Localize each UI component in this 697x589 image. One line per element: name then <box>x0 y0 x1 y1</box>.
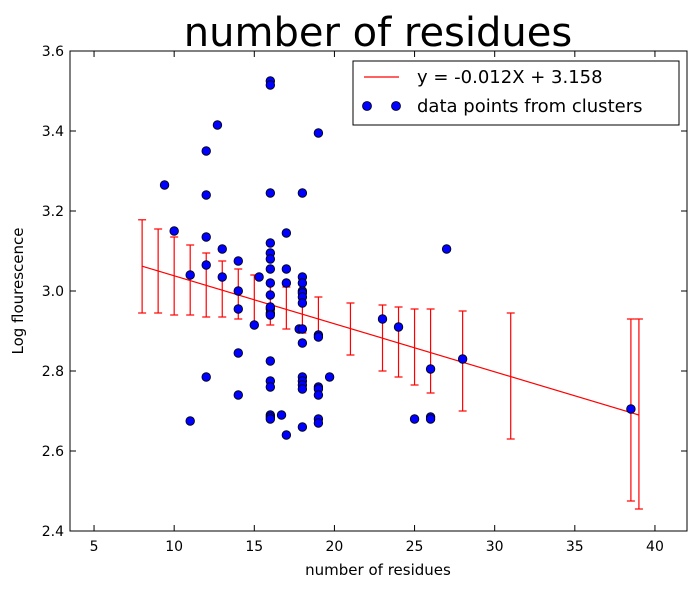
data-point-56 <box>297 384 308 394</box>
legend-label-points: data points from clusters <box>417 96 642 117</box>
y-tick-label-4: 3.2 <box>42 204 64 220</box>
x-tick-label-1: 10 <box>165 539 183 555</box>
data-point-41 <box>281 278 292 288</box>
data-point-52 <box>297 338 308 348</box>
data-point-39 <box>281 228 292 238</box>
data-point-18 <box>254 272 264 282</box>
data-point-14 <box>233 304 243 314</box>
y-tick-label-5: 3.4 <box>42 124 64 140</box>
data-point-21 <box>265 188 276 198</box>
data-point-75 <box>626 404 636 414</box>
x-tick-label-5: 30 <box>486 539 504 555</box>
data-point-2 <box>185 270 195 280</box>
legend-marker-2 <box>391 101 401 111</box>
data-point-3 <box>185 416 195 426</box>
error-bar-14 <box>394 306 403 378</box>
data-point-9 <box>212 120 223 130</box>
data-point-44 <box>297 188 308 198</box>
x-tick-label-3: 20 <box>326 539 344 555</box>
data-point-25 <box>265 264 276 274</box>
data-point-1 <box>169 226 179 236</box>
y-axis-label: Log flourescence <box>9 227 27 354</box>
y-tick-label-0: 2.4 <box>42 524 64 540</box>
legend-marker-1 <box>362 101 372 111</box>
y-tick-label-3: 3.0 <box>42 284 64 300</box>
data-point-65 <box>313 418 324 428</box>
data-point-17 <box>249 320 259 330</box>
data-points <box>159 76 636 440</box>
error-bar-15 <box>410 308 419 386</box>
data-point-42 <box>281 430 292 440</box>
fit-line <box>141 265 640 416</box>
data-point-16 <box>233 390 243 400</box>
data-point-63 <box>313 390 324 400</box>
x-tick-label-0: 5 <box>90 539 99 555</box>
x-axis-ticks: 5 10 15 20 25 30 35 40 <box>90 51 664 555</box>
y-tick-label-2: 2.8 <box>42 364 64 380</box>
data-point-68 <box>393 322 404 332</box>
chart-title: number of residues <box>184 10 572 56</box>
x-tick-label-4: 25 <box>406 539 424 555</box>
y-tick-label-1: 2.6 <box>42 444 64 460</box>
data-point-57 <box>297 422 308 432</box>
data-point-13 <box>233 286 243 296</box>
data-point-22 <box>265 238 276 248</box>
error-bar-20 <box>634 318 643 510</box>
data-point-11 <box>217 272 227 282</box>
y-tick-label-6: 3.6 <box>42 44 64 60</box>
data-point-8 <box>201 372 211 382</box>
x-tick-label-6: 35 <box>566 539 584 555</box>
fit-line-layer <box>141 265 640 416</box>
data-point-5 <box>201 190 211 200</box>
data-point-30 <box>265 356 276 366</box>
data-point-67 <box>377 314 388 324</box>
data-point-70 <box>425 364 436 374</box>
data-point-50 <box>297 298 308 308</box>
data-point-7 <box>201 260 211 270</box>
data-point-6 <box>201 232 211 242</box>
error-bar-5 <box>218 260 227 318</box>
data-point-72 <box>425 414 436 424</box>
data-point-4 <box>201 146 211 156</box>
plot-area <box>70 51 687 531</box>
error-bar-16 <box>426 308 435 394</box>
legend-label-fit: y = -0.012X + 3.158 <box>417 67 603 88</box>
data-point-20 <box>265 80 276 90</box>
data-point-58 <box>313 128 324 138</box>
data-point-40 <box>281 264 292 274</box>
x-axis-label: number of residues <box>305 561 451 579</box>
legend: y = -0.012X + 3.158 data points from clu… <box>352 60 680 126</box>
data-point-15 <box>233 348 243 358</box>
data-point-35 <box>265 414 276 424</box>
data-point-12 <box>233 256 243 266</box>
data-point-51 <box>297 324 308 334</box>
x-tick-label-7: 40 <box>646 539 664 555</box>
data-point-10 <box>217 244 227 254</box>
data-point-32 <box>265 382 276 392</box>
data-point-36 <box>265 302 276 312</box>
data-point-46 <box>297 278 308 288</box>
data-point-24 <box>265 254 276 264</box>
data-point-27 <box>265 290 276 300</box>
data-point-37 <box>265 310 276 320</box>
data-point-74 <box>457 354 468 364</box>
legend-box <box>352 60 680 126</box>
data-point-0 <box>159 180 170 190</box>
data-point-60 <box>313 332 324 342</box>
data-point-66 <box>324 372 335 382</box>
y-axis-ticks: 2.4 2.6 2.8 3.0 3.2 3.4 3.6 <box>42 44 687 540</box>
x-tick-label-2: 15 <box>245 539 263 555</box>
data-point-73 <box>441 244 452 254</box>
data-point-38 <box>276 410 287 420</box>
data-point-26 <box>265 278 276 288</box>
data-point-69 <box>409 414 420 424</box>
